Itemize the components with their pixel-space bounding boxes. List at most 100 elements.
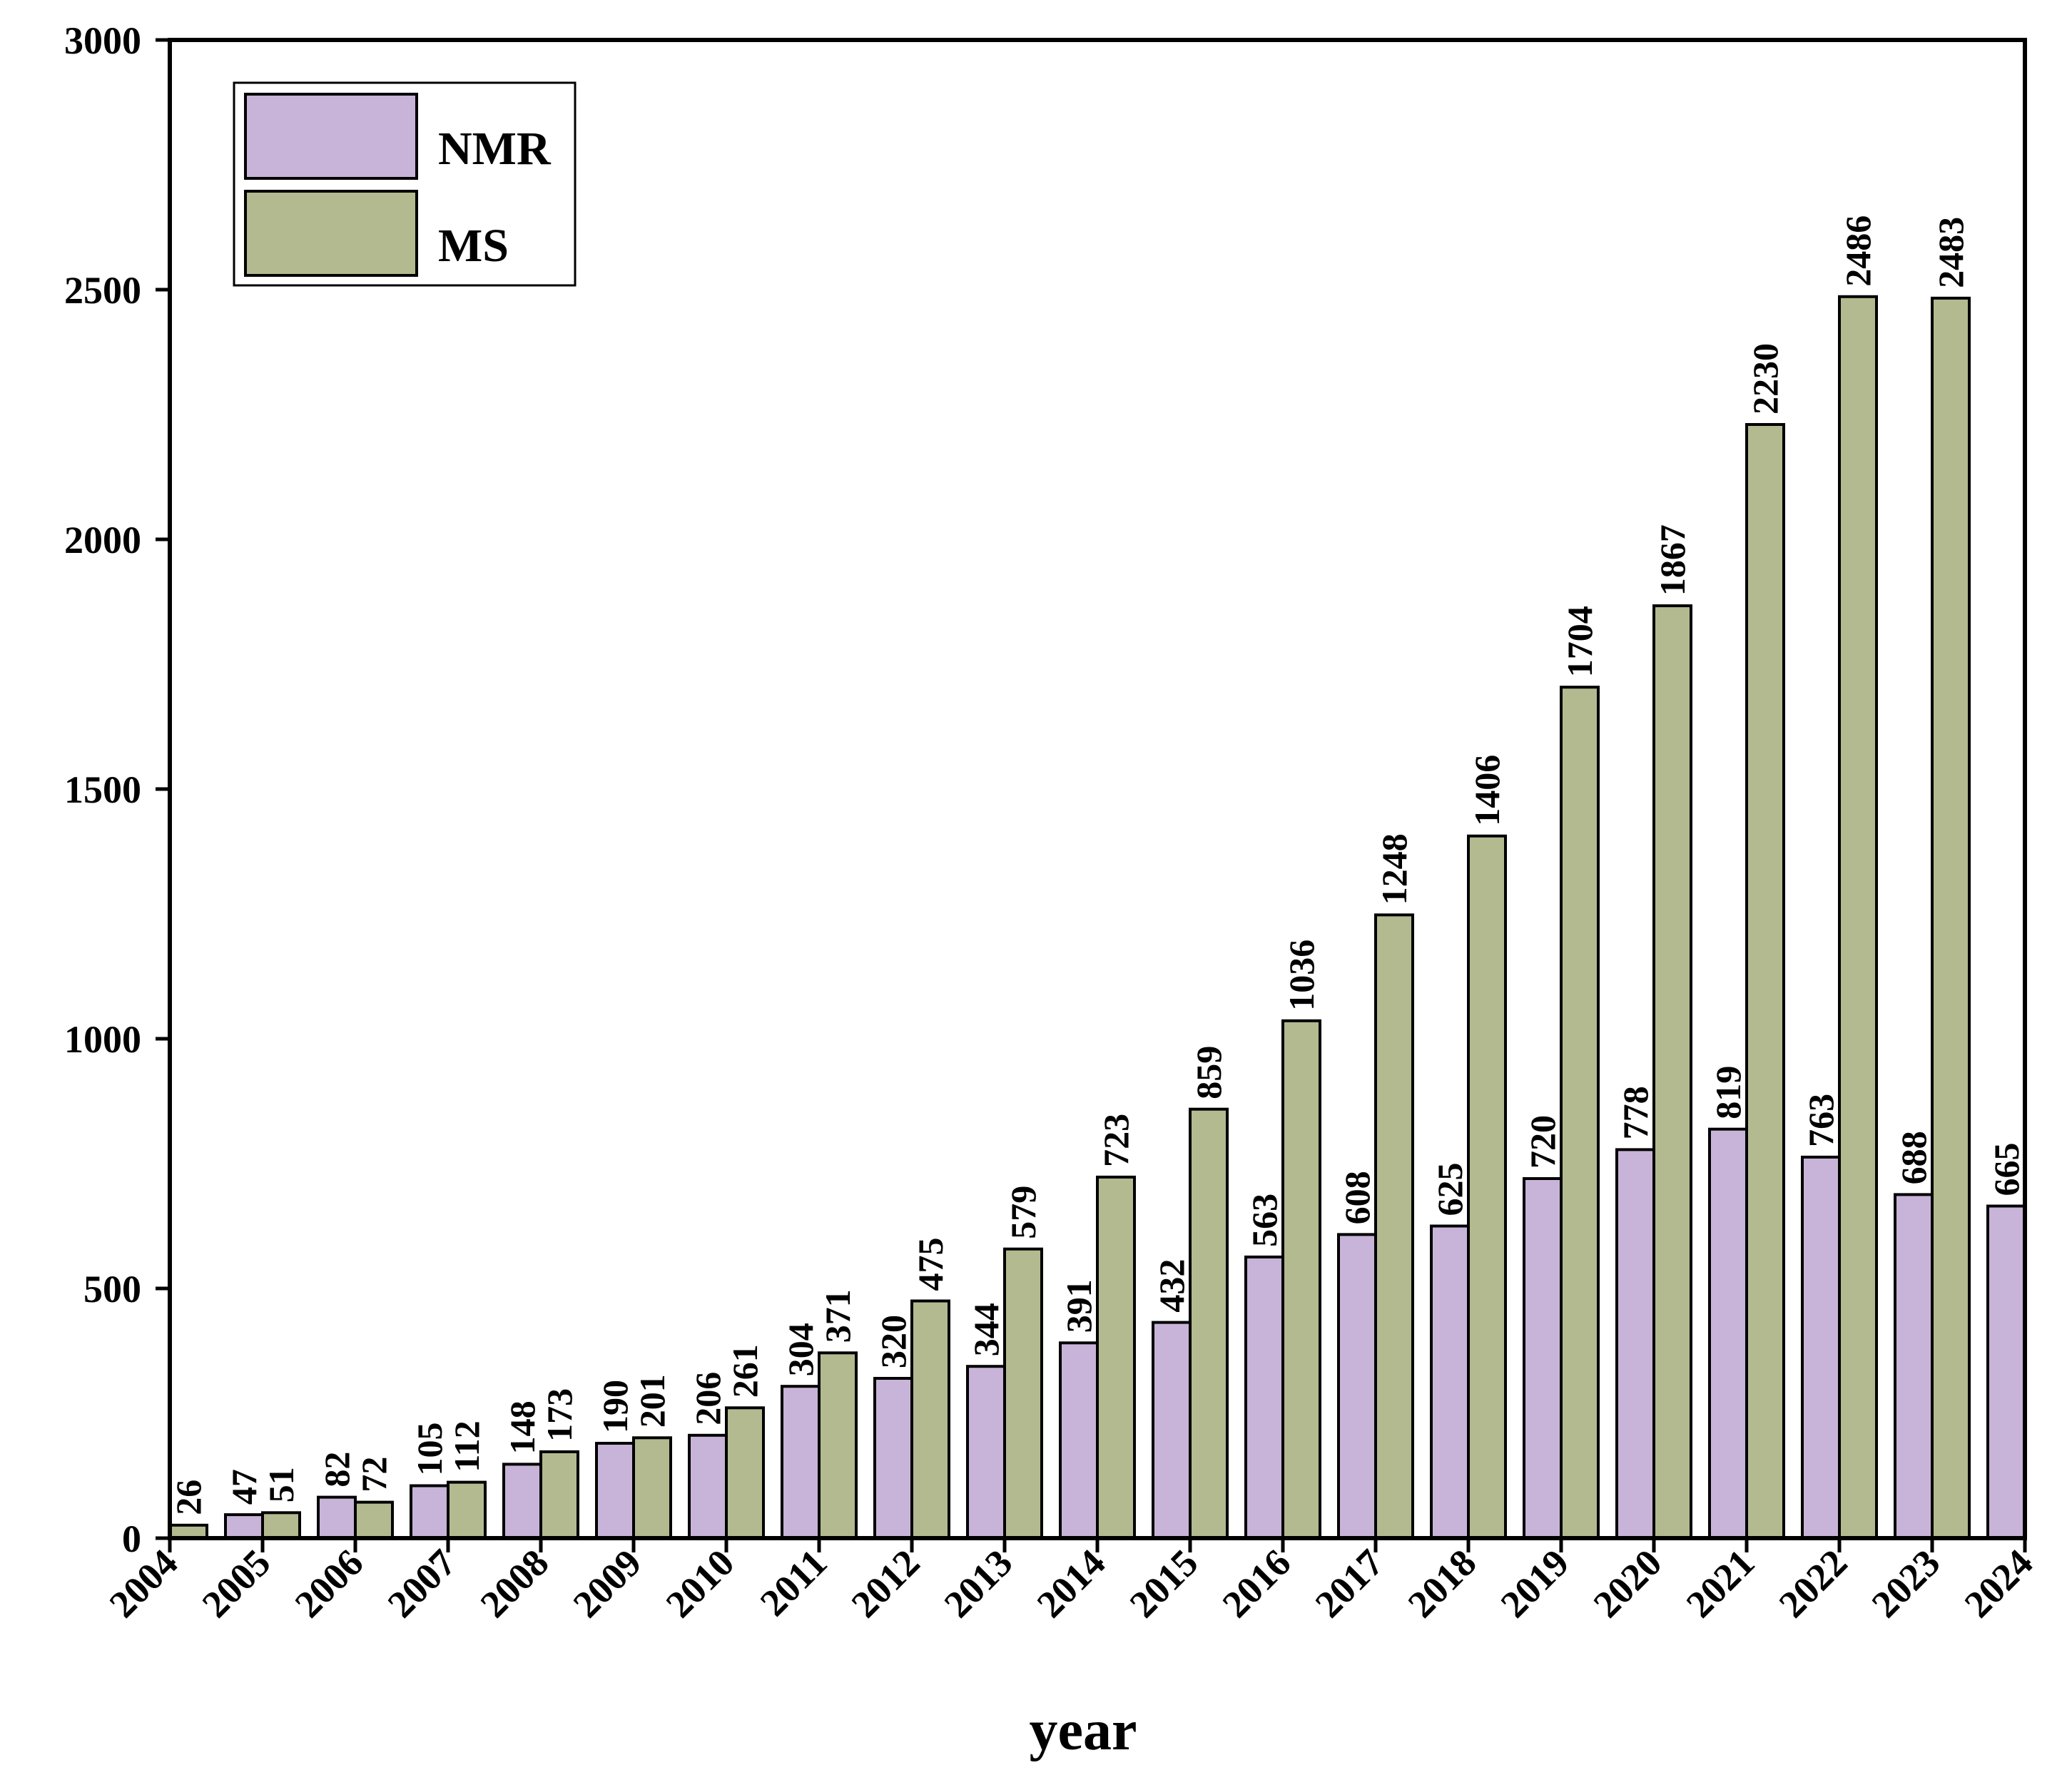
x-tick-label-2020: 2020: [1585, 1541, 1670, 1626]
x-tick-label-2010: 2010: [658, 1541, 743, 1626]
bar-nmr-2011: [781, 1385, 821, 1540]
value-label-ms-2018: 1406: [1467, 755, 1507, 826]
bar-ms-2020: [1652, 604, 1692, 1540]
value-label-nmr-2007: 105: [410, 1423, 450, 1476]
y-tick-label-2500: 2500: [64, 269, 141, 312]
value-label-ms-2004: 26: [168, 1480, 208, 1515]
value-label-ms-2009: 201: [632, 1374, 672, 1428]
x-tick-label-2007: 2007: [380, 1541, 464, 1626]
bar-ms-2011: [818, 1351, 858, 1540]
y-tick-label-3000: 3000: [64, 19, 141, 62]
value-label-ms-2013: 579: [1003, 1186, 1043, 1239]
bar-ms-2008: [539, 1450, 579, 1540]
bar-nmr-2023: [1894, 1193, 1934, 1540]
bar-nmr-2019: [1523, 1177, 1563, 1540]
y-tick-label-1000: 1000: [64, 1018, 141, 1061]
bar-nmr-2018: [1430, 1224, 1470, 1540]
legend-label-ms: MS: [438, 220, 509, 272]
value-label-nmr-2006: 82: [317, 1452, 357, 1488]
x-tick-label-2012: 2012: [843, 1541, 928, 1626]
value-label-ms-2019: 1704: [1560, 606, 1600, 677]
value-label-ms-2020: 1867: [1652, 524, 1692, 596]
x-tick-label-2024: 2024: [1956, 1541, 2041, 1626]
value-label-ms-2022: 2486: [1838, 215, 1878, 287]
x-tick-label-2014: 2014: [1029, 1541, 1114, 1626]
value-label-ms-2023: 2483: [1931, 217, 1971, 288]
value-label-ms-2012: 475: [910, 1238, 950, 1291]
bar-nmr-2020: [1615, 1148, 1655, 1540]
bar-nmr-2010: [688, 1433, 728, 1540]
value-label-nmr-2010: 206: [688, 1372, 728, 1425]
value-label-ms-2016: 1036: [1281, 940, 1321, 1011]
value-label-nmr-2016: 563: [1244, 1194, 1284, 1247]
value-label-nmr-2008: 148: [502, 1400, 542, 1454]
value-label-nmr-2020: 778: [1615, 1086, 1655, 1139]
x-tick-label-2019: 2019: [1493, 1541, 1578, 1626]
bar-nmr-2013: [966, 1365, 1006, 1540]
bar-ms-2013: [1003, 1247, 1043, 1540]
bar-ms-2021: [1745, 423, 1785, 1540]
value-label-nmr-2009: 190: [595, 1380, 635, 1433]
value-label-nmr-2014: 391: [1059, 1279, 1099, 1333]
bar-nmr-2022: [1801, 1155, 1841, 1540]
value-label-ms-2011: 371: [818, 1289, 858, 1343]
bar-ms-2010: [725, 1406, 765, 1540]
x-tick-label-2009: 2009: [565, 1541, 650, 1626]
value-label-nmr-2017: 608: [1337, 1171, 1377, 1224]
x-axis: 2004 2005 2006 2007 2008 2009 2010 2011 2012 2013…: [101, 1538, 2041, 1626]
value-label-ms-2015: 859: [1189, 1046, 1229, 1099]
bar-ms-2007: [447, 1480, 487, 1540]
value-label-nmr-2012: 320: [873, 1315, 913, 1368]
legend-swatch-nmr: [244, 93, 418, 180]
y-tick-label-1500: 1500: [64, 768, 141, 811]
bar-ms-2014: [1096, 1175, 1136, 1540]
bar-nmr-2009: [595, 1442, 635, 1540]
value-label-ms-2006: 72: [354, 1457, 394, 1492]
y-tick-label-500: 500: [83, 1268, 141, 1311]
bar-ms-2019: [1560, 686, 1600, 1540]
value-label-ms-2005: 51: [261, 1467, 301, 1502]
x-tick-label-2011: 2011: [752, 1541, 836, 1624]
bar-ms-2006: [354, 1500, 394, 1540]
value-label-ms-2010: 261: [725, 1344, 765, 1398]
bar-ms-2023: [1931, 296, 1971, 1540]
value-label-ms-2008: 173: [539, 1388, 579, 1442]
bar-ms-2018: [1467, 834, 1507, 1540]
value-label-ms-2014: 723: [1096, 1114, 1136, 1167]
x-tick-label-2022: 2022: [1771, 1541, 1856, 1626]
bar-nmr-2012: [873, 1377, 913, 1540]
x-tick-label-2005: 2005: [194, 1541, 279, 1626]
legend-swatch-ms: [244, 190, 418, 277]
value-label-ms-2007: 112: [447, 1420, 487, 1472]
x-tick-label-2008: 2008: [472, 1541, 557, 1626]
bar-ms-2015: [1189, 1107, 1229, 1540]
x-tick-label-2023: 2023: [1864, 1541, 1949, 1626]
x-tick-label-2013: 2013: [936, 1541, 1021, 1626]
y-tick-label-0: 0: [122, 1517, 141, 1560]
bar-nmr-2016: [1244, 1255, 1284, 1540]
bar-nmr-2008: [502, 1463, 542, 1540]
bar-nmr-2017: [1337, 1233, 1377, 1540]
value-label-nmr-2021: 819: [1708, 1066, 1748, 1119]
bar-ms-2022: [1838, 295, 1878, 1540]
bar-nmr-2006: [317, 1495, 357, 1540]
value-label-nmr-2005: 47: [224, 1469, 264, 1505]
x-tick-label-2015: 2015: [1122, 1541, 1207, 1626]
bar-ms-2005: [261, 1511, 301, 1540]
x-tick-label-2004: 2004: [101, 1541, 186, 1626]
bar-ms-2016: [1281, 1019, 1321, 1540]
value-label-ms-2021: 2230: [1745, 343, 1785, 415]
y-axis: 0 500 1000 1500 2000 2500 3000: [64, 19, 170, 1560]
bar-ms-2012: [910, 1299, 950, 1540]
bar-nmr-2021: [1708, 1127, 1748, 1540]
x-axis-title: year: [1029, 1699, 1137, 1762]
x-tick-label-2021: 2021: [1678, 1541, 1763, 1626]
bar-nmr-2024: [1986, 1204, 2026, 1540]
legend-label-nmr: NMR: [438, 123, 552, 175]
bar-nmr-2005: [224, 1513, 264, 1540]
x-tick-label-2017: 2017: [1307, 1541, 1392, 1626]
value-label-nmr-2018: 625: [1430, 1163, 1470, 1216]
y-tick-label-2000: 2000: [64, 519, 141, 561]
bar-ms-2017: [1374, 913, 1414, 1540]
